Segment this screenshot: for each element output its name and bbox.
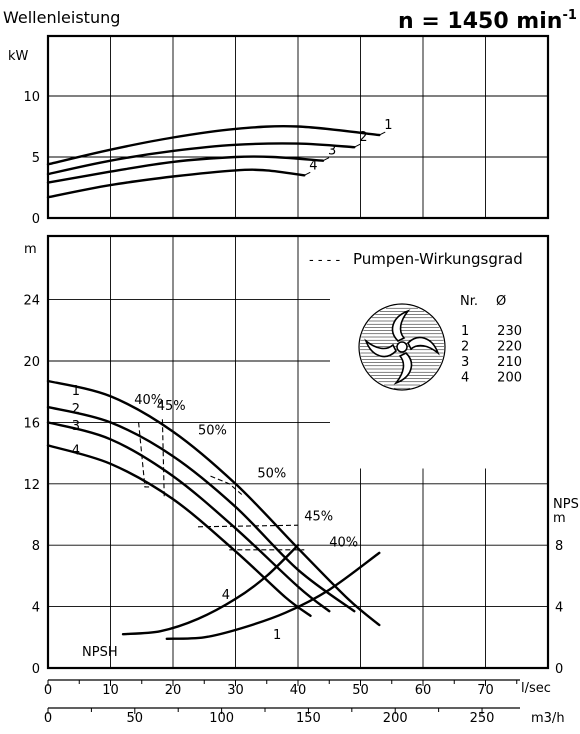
impeller-vane <box>407 336 440 356</box>
x-axes: 0 10 20 30 40 50 60 70 l/sec 0 50 100 150 200 250 m3… <box>44 679 565 726</box>
efficiency-label: 45% <box>157 399 186 414</box>
npsh-curve-label: NPSH <box>82 645 118 660</box>
x-tick-label-ls: 0 <box>44 683 52 698</box>
npsh-axis-unit: m <box>553 511 566 526</box>
impeller-row-diameter: 210 <box>497 355 522 370</box>
power-y-tick-label: 10 <box>23 90 40 105</box>
x-tick-label-ls: 20 <box>165 683 182 698</box>
power-curve-label-3: 3 <box>328 144 336 159</box>
head-y-axis-label: m <box>24 242 37 257</box>
head-panel-frame <box>46 234 550 670</box>
efficiency-label: 50% <box>198 424 227 439</box>
power-y-tick-label: 0 <box>32 212 40 227</box>
efficiency-dashed-line <box>138 422 152 488</box>
x-tick-label-ls: 10 <box>102 683 119 698</box>
x-tick-label-m3h: 0 <box>44 711 52 726</box>
x-tick-label-m3h: 50 <box>127 711 144 726</box>
power-panel-frame <box>46 34 550 220</box>
power-curve-4 <box>46 168 306 199</box>
head-y-tick-label: 0 <box>32 662 40 677</box>
efficiency-label: 45% <box>304 510 333 525</box>
power-curve-label-1: 1 <box>384 118 392 133</box>
head-curve-label-4: 4 <box>72 444 80 459</box>
head-y-tick-label: 4 <box>32 601 40 616</box>
speed-label: n = 1450 min-1 <box>398 8 577 34</box>
power-y-tick-label: 5 <box>32 151 40 166</box>
power-leader-3 <box>322 157 330 162</box>
head-curve-3 <box>46 421 331 613</box>
head-curve-1 <box>46 379 381 627</box>
power-curve-1 <box>46 125 381 166</box>
efficiency-dashed-line <box>161 419 165 500</box>
impeller-row-nr: 1 <box>461 324 469 339</box>
head-curve-2 <box>46 405 356 613</box>
speed-text: n = 1450 min <box>398 9 562 34</box>
head-curve-label-2: 2 <box>72 402 80 417</box>
efficiency-dashed-line <box>197 524 299 528</box>
power-panel: 1 2 34 kW 0 5 10 <box>8 34 550 227</box>
power-curve-label-2: 2 <box>359 130 367 145</box>
x-axis-unit-ls: l/sec <box>521 681 551 696</box>
chart-title: Wellenleistung <box>3 8 120 27</box>
efficiency-label: 50% <box>257 467 286 482</box>
impeller-row-nr: 2 <box>461 340 469 355</box>
impeller-table-background <box>454 290 534 400</box>
head-curve-4 <box>46 444 312 617</box>
efficiency-dashed-line <box>210 475 243 495</box>
npsh-tick-label: 4 <box>555 601 563 616</box>
table-header-nr: Nr. <box>460 294 478 309</box>
x-axis-unit-m3h: m3/h <box>531 711 565 726</box>
head-y-tick-label: 8 <box>32 539 40 554</box>
table-header-diameter: Ø <box>496 294 506 309</box>
impeller-row-diameter: 200 <box>497 371 522 386</box>
efficiency-label: 40% <box>134 393 163 408</box>
power-curve-2 <box>46 142 356 176</box>
impeller-vane <box>391 309 411 342</box>
power-y-axis-label: kW <box>8 49 29 64</box>
head-curve-label-1: 1 <box>72 384 80 399</box>
efficiency-label: 40% <box>329 536 358 551</box>
x-tick-label-ls: 70 <box>477 683 494 698</box>
impeller-icon <box>358 303 446 391</box>
x-tick-label-m3h: 100 <box>209 711 234 726</box>
npsh-curve-number-4: 4 <box>222 588 230 603</box>
legend-background <box>303 244 539 274</box>
npsh-axis-label: NPSH <box>553 497 580 512</box>
power-leader-1 <box>379 131 386 136</box>
impeller-row-diameter: 230 <box>497 324 522 339</box>
npsh-curve-1 <box>165 551 381 640</box>
x-tick-label-m3h: 200 <box>383 711 408 726</box>
legend-efficiency: Pumpen-Wirkungsgrad <box>353 250 523 268</box>
npsh-tick-label: 0 <box>555 662 563 677</box>
power-leader-4 <box>304 171 311 176</box>
impeller-row-diameter: 220 <box>497 340 522 355</box>
legend-dash: - - - - <box>309 253 340 268</box>
npsh-tick-label: 8 <box>555 539 563 554</box>
impeller-vane <box>393 352 413 385</box>
impeller-row-nr: 3 <box>461 355 469 370</box>
impeller-row-nr: 4 <box>461 371 469 386</box>
x-tick-label-m3h: 250 <box>470 711 495 726</box>
x-tick-label-ls: 50 <box>352 683 369 698</box>
head-y-tick-label: 24 <box>23 294 40 309</box>
npsh-curve-4 <box>121 544 300 636</box>
x-tick-label-ls: 30 <box>227 683 244 698</box>
head-curve-label-3: 3 <box>72 419 80 434</box>
power-leader-2 <box>354 143 361 148</box>
impeller-vane <box>364 338 397 358</box>
npsh-curve-number-1: 1 <box>273 628 281 643</box>
speed-exponent: -1 <box>562 8 576 23</box>
power-curve-3 <box>46 155 325 184</box>
x-tick-label-ls: 60 <box>415 683 432 698</box>
power-curve-label-4: 4 <box>309 158 317 173</box>
npsh-axis: NPSH m 0 4 8 <box>553 497 580 677</box>
x-tick-label-ls: 40 <box>290 683 307 698</box>
head-y-tick-label: 16 <box>23 416 40 431</box>
x-tick-label-m3h: 150 <box>296 711 321 726</box>
head-y-tick-label: 12 <box>23 478 40 493</box>
head-y-tick-label: 20 <box>23 355 40 370</box>
